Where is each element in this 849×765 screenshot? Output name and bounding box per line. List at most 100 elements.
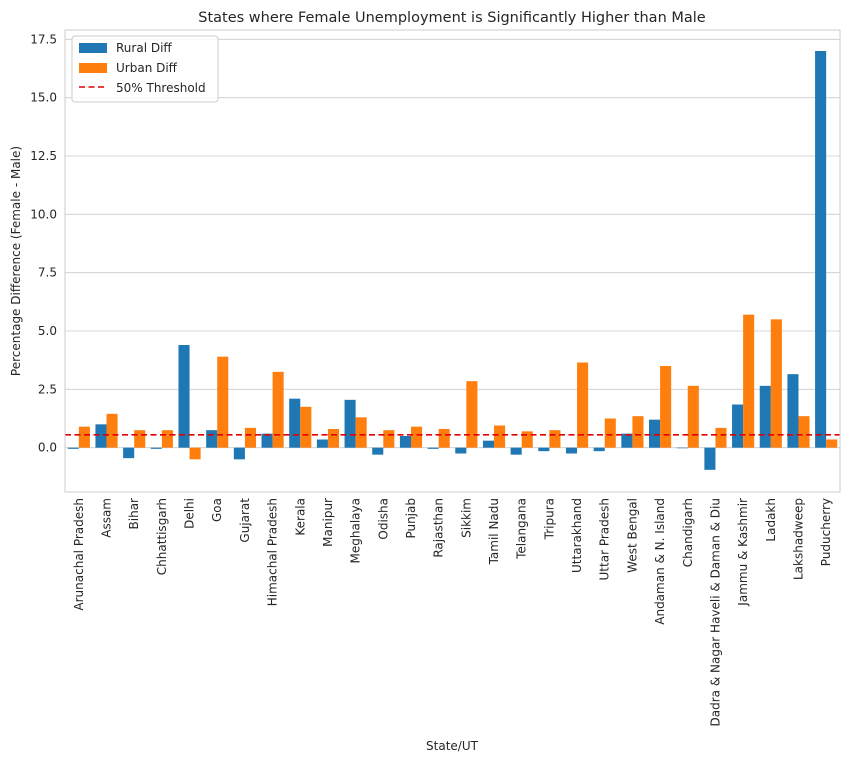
bar-urban-10 [355, 417, 367, 448]
x-tick-label: Uttar Pradesh [598, 498, 612, 580]
bar-rural-6 [233, 447, 245, 460]
bar-urban-17 [549, 430, 561, 448]
x-axis-ticks: Arunachal Pradesh Assam Bihar Chhattisgarh D… [72, 498, 833, 727]
bar-rural-13 [427, 447, 439, 449]
y-tick-label: 5.0 [38, 324, 57, 338]
legend-label-urban: Urban Diff [116, 61, 178, 75]
x-tick-label: Himachal Pradesh [266, 498, 280, 606]
bar-urban-23 [715, 427, 727, 448]
bar-urban-18 [577, 362, 589, 448]
x-tick-label: Delhi [183, 498, 197, 529]
bar-urban-25 [770, 319, 782, 448]
bar-rural-20 [621, 433, 633, 448]
bar-rural-18 [565, 447, 578, 454]
bar-urban-7 [272, 371, 284, 448]
bar-rural-8 [289, 398, 301, 448]
bar-urban-27 [826, 439, 838, 448]
y-tick-label: 0.0 [38, 441, 57, 455]
bar-urban-4 [189, 447, 201, 460]
bar-urban-3 [161, 430, 173, 448]
bar-urban-12 [410, 426, 423, 448]
bar-rural-23 [704, 447, 716, 470]
legend: Rural Diff Urban Diff 50% Threshold [71, 35, 219, 103]
bar-rural-11 [372, 447, 384, 455]
x-tick-label: Assam [100, 498, 114, 538]
x-tick-label: Manipur [321, 498, 335, 547]
x-tick-label: Chhattisgarh [155, 498, 169, 575]
bar-urban-14 [466, 381, 478, 448]
bar-urban-8 [300, 406, 312, 448]
bar-urban-2 [134, 430, 146, 448]
bar-rural-12 [399, 436, 411, 448]
x-tick-label: Chandigarh [681, 498, 695, 567]
legend-frame [71, 35, 219, 103]
bar-rural-9 [316, 439, 328, 448]
bar-urban-5 [217, 356, 229, 448]
x-tick-label: Kerala [293, 498, 307, 536]
plot-area-frame [64, 29, 841, 493]
x-tick-label: Meghalaya [349, 498, 363, 563]
bar-rural-17 [538, 447, 550, 452]
x-tick-label: Uttarakhand [570, 498, 584, 573]
bar-urban-0 [78, 426, 90, 448]
bar-urban-20 [632, 416, 644, 448]
bar-urban-21 [660, 366, 672, 448]
bar-rural-4 [178, 345, 190, 448]
bar-urban-9 [327, 429, 340, 448]
x-tick-label: Goa [210, 498, 224, 522]
x-tick-label: Arunachal Pradesh [72, 498, 86, 611]
x-tick-label: Jammu & Kashmir [736, 498, 750, 607]
bars [67, 51, 838, 470]
bar-rural-7 [261, 433, 273, 448]
bar-rural-16 [510, 447, 522, 455]
chart-title: States where Female Unemployment is Sign… [198, 10, 706, 26]
y-tick-label: 7.5 [38, 266, 57, 280]
bar-rural-22 [676, 447, 688, 449]
bar-rural-1 [95, 424, 107, 448]
y-tick-label: 17.5 [30, 32, 57, 46]
bar-rural-27 [815, 51, 827, 448]
x-tick-label: Andaman & N. Island [653, 498, 667, 625]
x-tick-label: West Bengal [625, 498, 639, 573]
bar-urban-6 [244, 427, 256, 448]
bar-urban-22 [687, 385, 699, 448]
bar-urban-24 [743, 314, 755, 448]
bar-rural-24 [732, 404, 744, 448]
x-tick-label: Rajasthan [432, 498, 446, 558]
bar-rural-21 [649, 419, 661, 448]
x-tick-label: Sikkim [459, 498, 473, 538]
x-tick-label: Lakshadweep [791, 498, 805, 580]
x-tick-label: Odisha [376, 498, 390, 540]
x-axis-label: State/UT [426, 739, 479, 753]
x-tick-label: Telangana [515, 498, 529, 560]
bar-rural-19 [593, 447, 605, 452]
bar-rural-5 [206, 430, 218, 448]
y-tick-label: 12.5 [30, 149, 57, 163]
x-tick-label: Tripura [542, 498, 556, 540]
bar-urban-19 [604, 418, 616, 448]
bar-rural-26 [787, 374, 799, 448]
legend-label-rural: Rural Diff [116, 41, 172, 55]
y-tick-label: 10.0 [30, 207, 57, 221]
x-tick-label: Bihar [127, 498, 141, 530]
y-axis-label: Percentage Difference (Female - Male) [9, 146, 23, 376]
x-tick-label: Punjab [404, 498, 418, 539]
x-tick-label: Tamil Nadu [487, 498, 501, 565]
y-tick-label: 2.5 [38, 382, 57, 396]
x-tick-label: Puducherry [819, 498, 833, 566]
bar-urban-15 [494, 425, 506, 448]
bar-rural-14 [455, 447, 467, 454]
legend-swatch-rural [79, 43, 107, 53]
x-tick-label: Gujarat [238, 498, 252, 543]
bar-rural-0 [67, 447, 79, 449]
x-tick-label: Ladakh [764, 498, 778, 542]
legend-label-threshold: 50% Threshold [116, 81, 206, 95]
bar-urban-13 [438, 429, 450, 448]
bar-urban-1 [106, 413, 118, 448]
bar-rural-2 [123, 447, 135, 459]
bar-rural-10 [344, 399, 356, 448]
bar-urban-16 [521, 431, 533, 448]
bar-rural-15 [482, 440, 495, 448]
y-axis-ticks: 0.0 2.5 5.0 7.5 10.0 12.5 15.0 17.5 [30, 32, 57, 454]
